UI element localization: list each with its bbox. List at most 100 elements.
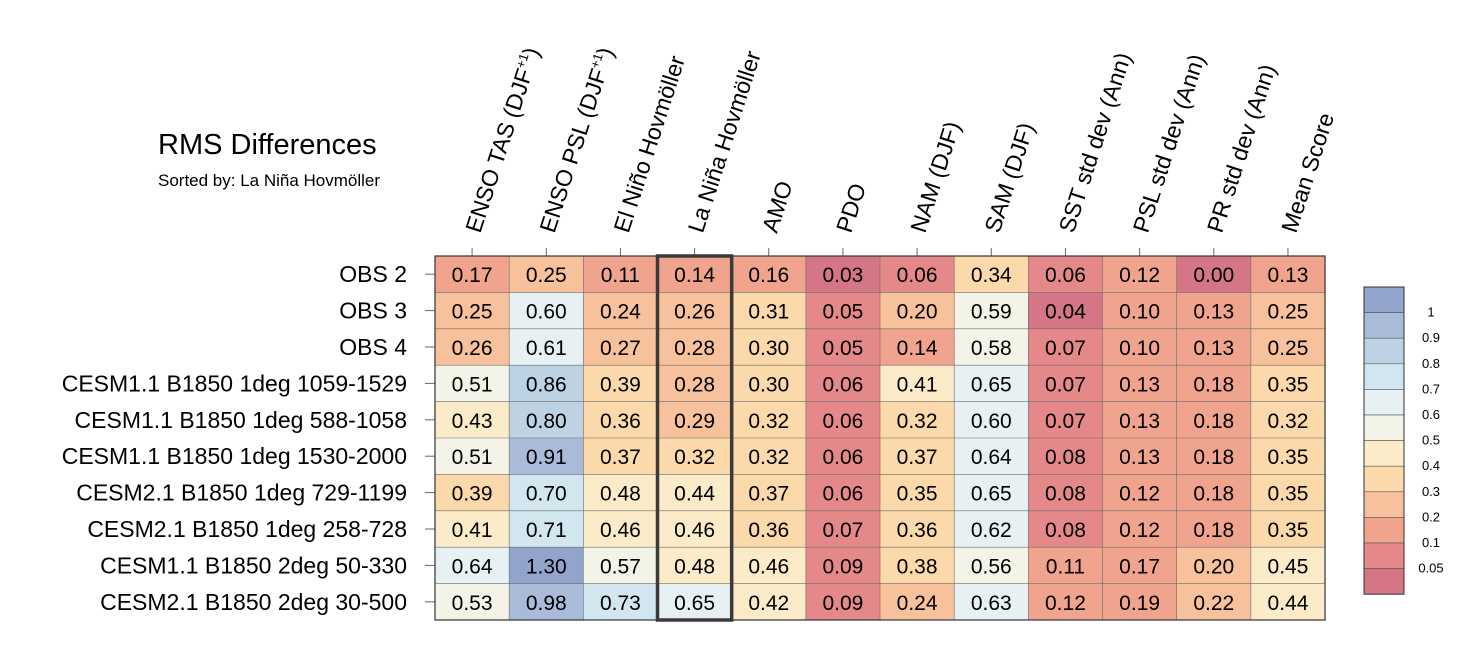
cell-value: 0.58	[971, 337, 1012, 360]
cell-value: 0.25	[452, 301, 493, 324]
colorbar-label: 0.5	[1422, 433, 1440, 448]
heatmap-cell	[805, 328, 881, 366]
heatmap-cell	[1250, 256, 1326, 293]
cell-value: 0.20	[1193, 555, 1234, 578]
column-label: ENSO TAS (DJF+1)	[460, 44, 544, 235]
cell-value: 0.63	[971, 592, 1012, 615]
cell-value: 0.06	[822, 373, 863, 396]
column-label-text: SAM (DJF)	[979, 119, 1039, 235]
heatmap-cell	[731, 401, 806, 438]
cell-value: 0.07	[1045, 410, 1086, 433]
heatmap-cell	[435, 292, 510, 329]
colorbar-segment	[1363, 568, 1405, 595]
heatmap-cell	[657, 328, 732, 366]
heatmap-cell	[954, 365, 1029, 402]
heatmap-cell	[1176, 401, 1251, 438]
heatmap-cell	[1102, 365, 1177, 402]
colorbar-label: 0.6	[1422, 407, 1440, 422]
cell-value: 0.07	[1045, 337, 1086, 360]
grid-lines	[434, 254, 1326, 622]
row-label: CESM1.1 B1850 1deg 588-1058	[75, 407, 407, 433]
cell-value: 0.18	[1193, 446, 1234, 469]
cell-value: 0.57	[600, 555, 641, 578]
chart-title: RMS Differences	[158, 129, 377, 161]
cell-value: 0.35	[1268, 483, 1309, 506]
heatmap-cell	[1250, 547, 1326, 584]
row-label: OBS 3	[339, 298, 407, 324]
cell-value: 0.73	[600, 592, 641, 615]
colorbar-label: 0.1	[1422, 535, 1440, 550]
heatmap-cell	[435, 256, 510, 293]
heatmap-cell	[509, 438, 584, 475]
heatmap-cell	[1028, 510, 1103, 548]
cell-value: 0.86	[526, 373, 567, 396]
cell-value: 0.05	[822, 301, 863, 324]
cell-value: 0.25	[526, 264, 567, 287]
colorbar-segment	[1363, 465, 1405, 493]
cell-value: 0.13	[1119, 446, 1160, 469]
heatmap-cell	[583, 474, 658, 511]
colorbar-label: 1	[1427, 305, 1434, 320]
heatmap-cell	[657, 510, 732, 548]
heatmap-cell	[435, 583, 510, 620]
cell-value: 0.34	[971, 264, 1012, 287]
row-label: CESM2.1 B1850 1deg 729-1199	[76, 480, 407, 506]
heatmap-cells: 0.17 0.25 0.11 0.14 0.16 0.03 0.06 0.34 0.06 0.12…	[435, 256, 1326, 620]
heatmap-cell	[509, 583, 584, 620]
colorbar-segment	[1363, 312, 1405, 339]
heatmap-cell	[954, 583, 1029, 620]
heatmap-cell	[954, 510, 1029, 548]
colorbar-segment	[1363, 286, 1405, 313]
heatmap-cell	[1102, 256, 1177, 293]
heatmap-cell	[1102, 547, 1177, 584]
chart-subtitle: Sorted by: La Niña Hovmöller	[158, 171, 380, 190]
cell-value: 0.11	[601, 264, 640, 287]
row-label: CESM1.1 B1850 1deg 1530-2000	[62, 443, 407, 469]
heatmap-cell	[805, 474, 881, 511]
cell-value: 0.65	[971, 373, 1012, 396]
heatmap-cell	[583, 438, 658, 475]
cell-value: 0.30	[748, 373, 789, 396]
column-label-text: Mean Score	[1276, 110, 1339, 236]
cell-value: 0.09	[822, 592, 863, 615]
heatmap-cell	[880, 328, 955, 366]
cell-value: 0.31	[748, 301, 789, 324]
heatmap-cell	[1176, 256, 1251, 293]
heatmap-cell	[805, 256, 881, 293]
cell-value: 0.17	[452, 264, 493, 287]
heatmap-cell	[1028, 583, 1103, 620]
column-label-superscript: +1	[513, 51, 532, 70]
heatmap-cell	[880, 547, 955, 584]
heatmap-cell	[435, 365, 510, 402]
heatmap-cell	[583, 547, 658, 584]
heatmap-cell	[509, 292, 584, 329]
cell-value: 0.32	[674, 446, 715, 469]
cell-value: 0.61	[526, 337, 567, 360]
cell-value: 0.10	[1119, 301, 1160, 324]
heatmap-cell	[509, 401, 584, 438]
heatmap-cell	[954, 292, 1029, 329]
heatmap-cell	[880, 365, 955, 402]
column-label: La Niña Hovmöller	[683, 47, 766, 235]
column-label-text: PDO	[831, 180, 871, 235]
heatmap-cell	[1176, 474, 1251, 511]
cell-value: 0.03	[822, 264, 863, 287]
cell-value: 0.04	[1045, 301, 1086, 324]
heatmap-cell	[1250, 401, 1326, 438]
cell-value: 0.14	[897, 337, 938, 360]
column-label: El Niño Hovmöller	[608, 52, 690, 235]
heatmap-cell	[1102, 510, 1177, 548]
heatmap-cell	[880, 292, 955, 329]
column-label: PR std dev (Ann)	[1202, 61, 1281, 236]
heatmap-cell	[1028, 292, 1103, 329]
heatmap-cell	[1176, 510, 1251, 548]
column-label-text: El Niño Hovmöller	[608, 52, 690, 235]
colorbar-segment	[1363, 363, 1405, 390]
heatmap-cell	[435, 510, 510, 548]
heatmap-cell	[435, 438, 510, 475]
heatmap-cell	[805, 401, 881, 438]
cell-value: 0.62	[971, 519, 1012, 542]
cell-value: 0.24	[897, 592, 938, 615]
colorbar-segment	[1363, 414, 1405, 441]
